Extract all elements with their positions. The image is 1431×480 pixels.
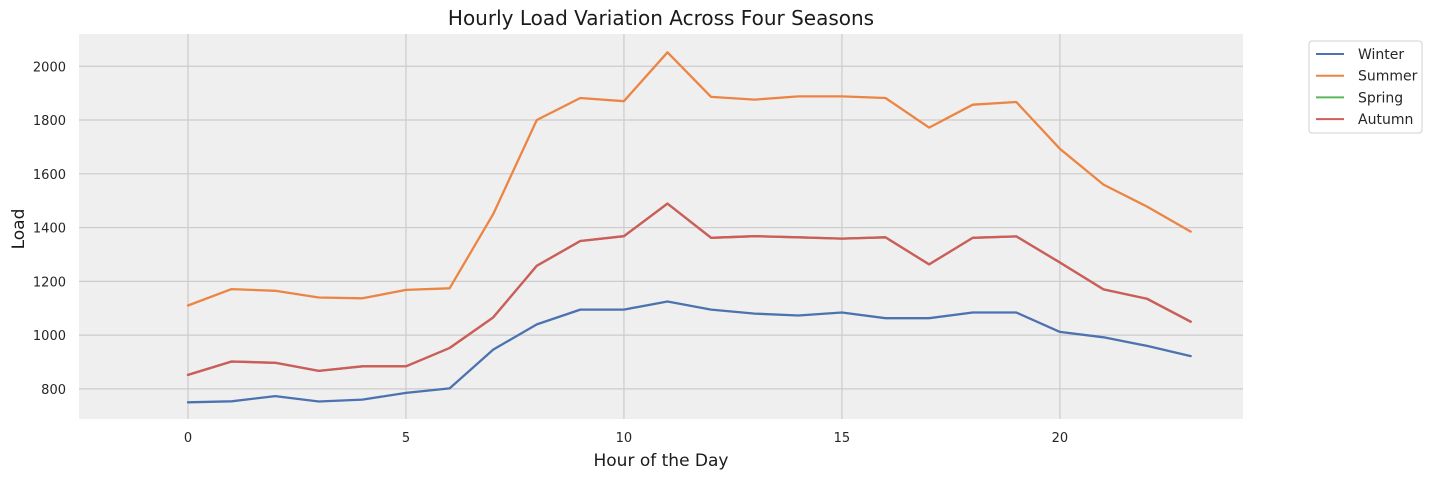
y-tick-label: 1400 (33, 222, 66, 237)
x-tick-label: 10 (616, 431, 633, 446)
y-tick-label: 1800 (33, 114, 66, 129)
x-tick-labels: 0 5 10 15 20 (184, 431, 1068, 446)
y-tick-label: 1000 (33, 329, 66, 344)
plot-area-background (79, 34, 1243, 419)
chart-title: Hourly Load Variation Across Four Season… (448, 6, 874, 30)
x-tick-label: 20 (1052, 431, 1069, 446)
y-axis-label: Load (9, 209, 29, 250)
series-line-winter (186, 300, 1192, 404)
y-tick-label: 1200 (33, 275, 66, 290)
series-line-summer (186, 51, 1192, 307)
y-tick-label: 2000 (33, 60, 66, 75)
x-tick-label: 15 (834, 431, 851, 446)
legend-label-summer: Summer (1358, 69, 1418, 85)
legend: Winter Summer Spring Autumn (1308, 40, 1423, 134)
series-lines (186, 51, 1192, 404)
y-tick-label: 1600 (33, 168, 66, 183)
x-tick-label: 0 (184, 431, 192, 446)
legend-box (1308, 40, 1423, 134)
legend-label-spring: Spring (1358, 90, 1403, 106)
series-line-autumn (186, 202, 1192, 377)
legend-entries: Winter Summer Spring Autumn (1316, 47, 1418, 128)
x-tick-label: 5 (402, 431, 410, 446)
grid-lines (79, 34, 1243, 419)
legend-label-autumn: Autumn (1358, 112, 1413, 128)
y-tick-labels: 800 1000 1200 1400 1600 1800 2000 (33, 60, 66, 398)
legend-label-winter: Winter (1358, 47, 1404, 63)
x-axis-label: Hour of the Day (593, 451, 728, 471)
y-tick-label: 800 (41, 383, 66, 398)
